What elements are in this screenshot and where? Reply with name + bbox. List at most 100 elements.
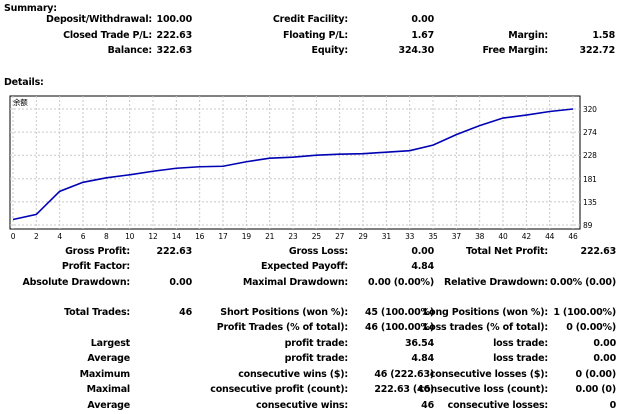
value: 100.00 [156, 14, 193, 25]
value: 1.58 [592, 30, 615, 41]
value: 222.63 [156, 30, 193, 41]
value: 4.84 [411, 261, 434, 272]
value: 45 (100.00%) [365, 307, 434, 318]
y-tick-label: 320 [583, 105, 597, 114]
y-tick-label: 181 [583, 175, 597, 184]
label: consecutive profit (count): [210, 384, 348, 395]
x-tick-label: 10 [125, 232, 135, 240]
label: Free Margin: [482, 45, 548, 56]
value: 0 (0.00) [575, 369, 617, 380]
x-tick-label: 12 [148, 232, 158, 240]
summary-row: Closed Trade P/L: 222.63 Floating P/L: 1.67… [0, 30, 620, 44]
plot-area [9, 95, 581, 230]
label: profit trade: [284, 338, 349, 349]
value: 0.00 (0.00%) [368, 277, 434, 288]
details-row: Largest profit trade: 36.54 loss trade: 0.00 [0, 338, 620, 352]
label: Margin: [508, 30, 548, 41]
value: 0.00 [593, 353, 616, 364]
value: 0 (0.00%) [566, 322, 616, 333]
summary-row: Balance: 322.63 Equity: 324.30 Free Margin: 3… [0, 45, 620, 59]
label: Long Positions (won %): [423, 307, 548, 318]
label: Gross Loss: [288, 246, 348, 257]
value: 324.30 [398, 45, 435, 56]
value: 0.00 [411, 246, 434, 257]
label: consecutive losses ($): [429, 369, 548, 380]
x-tick-label: 21 [265, 232, 275, 240]
label: Maximal [86, 384, 131, 395]
x-tick-label: 16 [195, 232, 205, 240]
x-tick-label: 23 [288, 232, 298, 240]
label: consecutive losses: [447, 400, 549, 411]
label: loss trade: [493, 353, 548, 364]
x-tick-label: 35 [428, 232, 438, 240]
label: Maximal Drawdown: [242, 277, 348, 288]
y-tick-label: 135 [583, 198, 597, 207]
value: 0.00% (0.00) [550, 277, 616, 288]
label: Average [87, 353, 130, 364]
x-tick-label: 33 [405, 232, 415, 240]
label: Expected Payoff: [261, 261, 348, 272]
y-tick-label: 89 [583, 221, 593, 230]
x-tick-label: 14 [172, 232, 182, 240]
value: 46 [179, 307, 192, 318]
value: 0.00 [593, 338, 616, 349]
value: 46 (222.63) [374, 369, 434, 380]
value: 4.84 [411, 353, 434, 364]
x-tick-label: 42 [522, 232, 532, 240]
label: Profit Trades (% of total): [216, 322, 349, 333]
x-tick-label: 46 [568, 232, 578, 240]
label: Relative Drawdown: [444, 277, 548, 288]
details-row: Maximal consecutive profit (count): 222.63… [0, 384, 620, 398]
chart-title: 余额 [13, 97, 28, 107]
label: Credit Facility: [272, 14, 348, 25]
x-tick-label: 17 [218, 232, 228, 240]
balance-chart: 0 2 4 6 8 10 12 14 16 17 19 21 23 25 27 29 31 33 35 37 38 40 4… [9, 95, 597, 240]
value: 46 [421, 400, 434, 411]
value: 0.00 [169, 277, 192, 288]
x-tick-label: 25 [312, 232, 322, 240]
details-row: Profit Factor: Expected Payoff: 4.84 [0, 261, 620, 275]
value: 322.72 [579, 45, 616, 56]
x-tick-label: 6 [81, 232, 86, 240]
label: Average [87, 400, 130, 411]
details-row: Average profit trade: 4.84 loss trade: 0.00 [0, 353, 620, 367]
x-tick-label: 40 [498, 232, 508, 240]
value: 222.63 [580, 246, 617, 257]
value: 222.63 (46) [374, 384, 434, 395]
label: Deposit/Withdrawal: [46, 14, 152, 25]
x-tick-label: 0 [11, 232, 16, 240]
label: Absolute Drawdown: [22, 277, 131, 288]
label: consecutive wins ($): [238, 369, 348, 380]
x-tick-label: 31 [382, 232, 392, 240]
label: Largest [90, 338, 130, 349]
x-tick-label: 29 [358, 232, 368, 240]
x-tick-label: 4 [57, 232, 62, 240]
summary-row: Deposit/Withdrawal: 100.00 Credit Facility… [0, 14, 620, 28]
label: Floating P/L: [282, 30, 348, 41]
label: Equity: [311, 45, 349, 56]
x-tick-label: 19 [242, 232, 252, 240]
x-tick-label: 38 [475, 232, 485, 240]
x-tick-label: 2 [34, 232, 39, 240]
details-row: Average consecutive wins: 46 consecutive lo… [0, 400, 620, 414]
details-row: Maximum consecutive wins ($): 46 (222.63) c… [0, 369, 620, 383]
x-tick-label: 37 [452, 232, 462, 240]
value: 46 (100.00%) [365, 322, 434, 333]
label: Short Positions (won %): [220, 307, 348, 318]
label: Gross Profit: [65, 246, 130, 257]
details-row: Profit Trades (% of total): 46 (100.00%) L… [0, 322, 620, 336]
label: profit trade: [284, 353, 349, 364]
x-tick-label: 44 [545, 232, 555, 240]
label: loss trade: [493, 338, 548, 349]
value: 0 [609, 400, 617, 411]
label: Closed Trade P/L: [63, 30, 152, 41]
details-row: Absolute Drawdown: 0.00 Maximal Drawdown: 0… [0, 277, 620, 291]
label: Balance: [107, 45, 153, 56]
value: 36.54 [404, 338, 434, 349]
details-row: Gross Profit: 222.63 Gross Loss: 0.00 Total … [0, 246, 620, 260]
y-tick-label: 274 [583, 128, 597, 137]
value: 1 (100.00%) [553, 307, 616, 318]
value: 1.67 [411, 30, 434, 41]
value: 0.00 (0) [575, 384, 617, 395]
label: Loss trades (% of total): [423, 322, 548, 333]
